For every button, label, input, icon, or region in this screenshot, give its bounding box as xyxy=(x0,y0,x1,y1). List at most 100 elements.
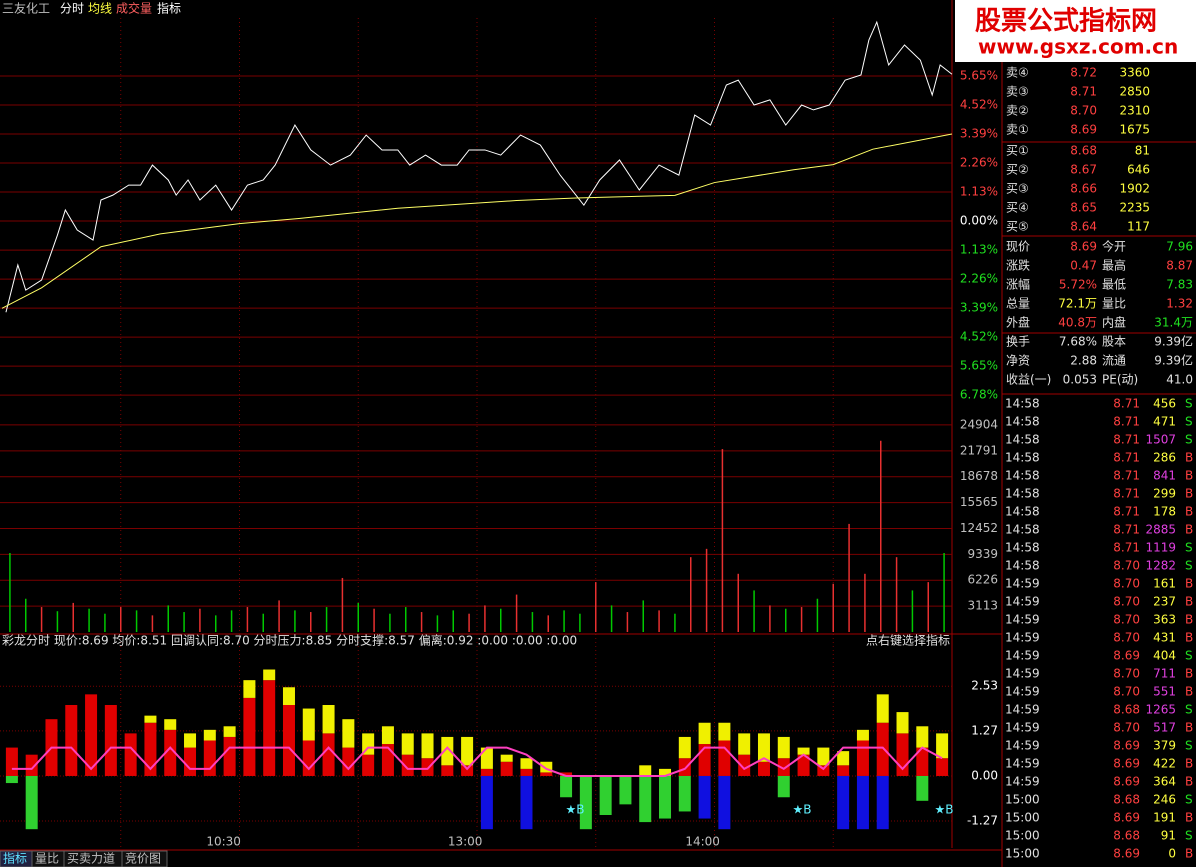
indicator-bar xyxy=(718,775,731,830)
footer-tab[interactable]: 指标 xyxy=(3,851,27,866)
volume-bar xyxy=(895,557,898,632)
trade-price: 8.71 xyxy=(1113,523,1140,537)
indicator-bar xyxy=(777,758,790,776)
trade-side: B xyxy=(1185,775,1193,789)
trade-side: B xyxy=(1185,721,1193,735)
trade-time: 14:59 xyxy=(1005,775,1040,789)
watermark-box xyxy=(955,0,1196,62)
indicator-hint[interactable]: 点右键选择指标 xyxy=(866,633,950,648)
book-price: 8.64 xyxy=(1070,220,1097,234)
indicator-bar xyxy=(876,694,889,723)
volume-bar xyxy=(104,613,106,632)
trade-side: S xyxy=(1185,415,1193,429)
indicator-bar xyxy=(757,761,770,776)
trade-volume: 471 xyxy=(1153,415,1176,429)
book-volume: 646 xyxy=(1127,163,1150,177)
book-label: 买④ xyxy=(1006,201,1029,215)
trade-side: B xyxy=(1185,469,1193,483)
indicator-bar xyxy=(520,758,533,769)
footer-tab[interactable]: 量比 xyxy=(35,852,59,866)
book-price: 8.72 xyxy=(1070,66,1097,80)
trade-volume: 299 xyxy=(1153,487,1176,501)
indicator-bar xyxy=(322,705,335,734)
indicator-bar xyxy=(342,719,355,748)
indicator-bar xyxy=(25,775,38,830)
stat-label: 换手 xyxy=(1006,335,1030,349)
trade-volume: 178 xyxy=(1153,505,1176,519)
trade-price: 8.71 xyxy=(1113,397,1140,411)
volume-bar xyxy=(737,573,739,632)
volume-bar xyxy=(373,608,375,632)
book-price: 8.71 xyxy=(1070,85,1097,99)
trade-side: B xyxy=(1185,847,1193,861)
indicator-bar xyxy=(243,680,256,698)
volume-bar xyxy=(357,602,359,632)
trade-price: 8.70 xyxy=(1113,721,1140,735)
book-volume: 3360 xyxy=(1119,66,1150,80)
trade-price: 8.71 xyxy=(1113,469,1140,483)
y-tick-label: 9339 xyxy=(967,547,998,561)
indicator-bar xyxy=(738,754,751,776)
volume-bar xyxy=(753,590,755,632)
indicator-bar xyxy=(480,768,493,776)
indicator-bar xyxy=(639,775,652,823)
y-tick-label: 0.00 xyxy=(971,768,998,782)
volume-bar xyxy=(848,523,850,632)
indicator-bar xyxy=(282,705,295,776)
trade-time: 14:58 xyxy=(1005,523,1040,537)
header-tab[interactable]: 成交量 xyxy=(116,1,152,16)
trade-side: B xyxy=(1185,667,1193,681)
book-volume: 117 xyxy=(1127,220,1150,234)
trade-price: 8.70 xyxy=(1113,577,1140,591)
volume-bar xyxy=(246,607,249,632)
trade-time: 14:59 xyxy=(1005,721,1040,735)
stat-value: 41.0 xyxy=(1166,373,1193,387)
watermark-url: www.gsxz.com.cn xyxy=(978,35,1178,59)
volume-bar xyxy=(199,608,201,632)
book-price: 8.67 xyxy=(1070,163,1097,177)
trade-volume: 456 xyxy=(1153,397,1176,411)
trade-time: 15:00 xyxy=(1005,793,1040,807)
trade-volume: 161 xyxy=(1153,577,1176,591)
trade-side: S xyxy=(1185,649,1193,663)
volume-bar xyxy=(40,607,43,632)
volume-bar xyxy=(721,449,724,632)
volume-bar xyxy=(9,553,11,632)
trade-time: 15:00 xyxy=(1005,811,1040,825)
y-tick-label: 4.52% xyxy=(960,330,998,344)
trade-time: 14:59 xyxy=(1005,577,1040,591)
trade-price: 8.70 xyxy=(1113,595,1140,609)
trade-side: B xyxy=(1185,685,1193,699)
volume-bar xyxy=(547,615,549,632)
trade-time: 14:58 xyxy=(1005,505,1040,519)
indicator-title: 彩龙分时 现价:8.69 均价:8.51 回调认同:8.70 分时压力:8.85… xyxy=(2,633,577,648)
indicator-bar xyxy=(599,775,612,815)
indicator-bar xyxy=(837,751,850,766)
stat-value: 0.053 xyxy=(1063,373,1097,387)
trade-time: 14:58 xyxy=(1005,541,1040,555)
trade-volume: 364 xyxy=(1153,775,1176,789)
footer-tab-box[interactable] xyxy=(121,850,168,867)
volume-bar xyxy=(800,607,803,632)
book-label: 买① xyxy=(1006,144,1029,158)
header-tab[interactable]: 分时 xyxy=(60,2,84,16)
footer-tab[interactable]: 买卖力道 xyxy=(67,852,115,866)
stat-value: 9.39亿 xyxy=(1154,334,1193,349)
volume-bar xyxy=(595,582,597,632)
header-tab[interactable]: 指标 xyxy=(157,1,181,16)
stat-label: 总量 xyxy=(1006,297,1030,311)
header-tab[interactable]: 均线 xyxy=(88,2,112,16)
indicator-bar xyxy=(856,775,869,830)
indicator-bar xyxy=(302,740,315,776)
volume-bar xyxy=(515,594,518,632)
y-tick-label: 21791 xyxy=(960,443,998,457)
footer-tab[interactable]: 竞价图 xyxy=(125,852,161,866)
indicator-bar xyxy=(480,775,493,830)
trade-price: 8.71 xyxy=(1113,505,1140,519)
indicator-bar xyxy=(718,722,731,741)
trade-volume: 404 xyxy=(1153,649,1176,663)
trade-side: S xyxy=(1185,541,1193,555)
book-price: 8.65 xyxy=(1070,201,1097,215)
book-price: 8.70 xyxy=(1070,104,1097,118)
y-tick-label: 15565 xyxy=(960,495,998,509)
